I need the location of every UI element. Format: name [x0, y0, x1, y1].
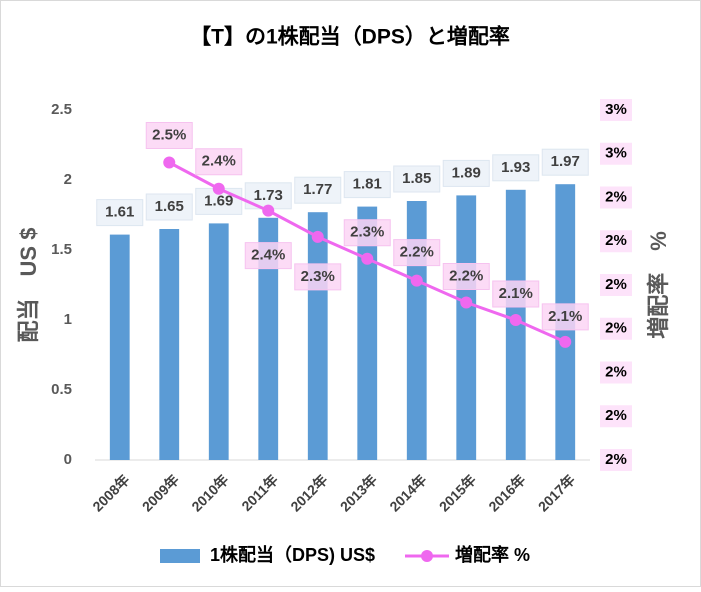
- y2-tick-box: [600, 99, 632, 121]
- line-label: 2.4%: [251, 247, 285, 264]
- y2-tick-box: [600, 142, 632, 165]
- line-label-box: [145, 122, 193, 149]
- y2-tick-label: 3%: [605, 101, 627, 118]
- line-label-box: [541, 303, 589, 331]
- line-label: 2.5%: [152, 126, 186, 143]
- y2-tick-label: 2%: [605, 232, 627, 249]
- y2-tick-label: 2%: [605, 188, 627, 205]
- line-label: 2.2%: [400, 244, 434, 261]
- legend-marker: [421, 550, 433, 562]
- y2-tick-box: [600, 274, 632, 296]
- line-label: 2.2%: [449, 267, 483, 284]
- bar-label-box: [442, 159, 490, 187]
- line-label-box: [244, 242, 292, 270]
- y-tick-label: 2: [64, 171, 72, 188]
- y-axis-title: 配当 US $: [16, 228, 41, 343]
- bar-label: 1.85: [402, 170, 431, 187]
- line-label: 2.1%: [548, 308, 582, 325]
- y2-tick-label: 3%: [605, 145, 627, 162]
- bar-label: 1.61: [105, 204, 134, 221]
- line-label-box: [343, 219, 391, 247]
- bar: [357, 206, 378, 460]
- y-tick-label: 2.5: [51, 101, 72, 118]
- line-marker: [163, 156, 176, 169]
- bar: [109, 234, 130, 460]
- bar-label: 1.97: [551, 153, 580, 170]
- y2-tick-box: [600, 317, 632, 340]
- bar: [159, 229, 180, 460]
- bar-label-box: [541, 148, 589, 176]
- bar-label: 1.73: [254, 187, 283, 204]
- legend-swatch: [160, 549, 200, 563]
- y2-tick-box: [600, 405, 632, 428]
- bar-label-box: [294, 176, 342, 204]
- bar-label-box: [145, 193, 193, 221]
- bar-label: 1.81: [353, 176, 382, 193]
- y2-tick-box: [600, 449, 632, 471]
- line-marker: [559, 335, 572, 348]
- line-marker: [311, 230, 324, 243]
- bar-label: 1.93: [501, 159, 530, 176]
- legend-label: 1株配当（DPS) US$: [210, 544, 375, 565]
- line-marker: [361, 252, 374, 265]
- line-label: 2.3%: [301, 268, 335, 285]
- bar: [456, 195, 477, 460]
- line-marker: [410, 274, 423, 287]
- bar-label: 1.89: [452, 164, 481, 181]
- bar-label-box: [492, 154, 540, 182]
- y-tick-label: 1: [64, 311, 72, 328]
- line-label: 2.3%: [350, 224, 384, 241]
- chart-title: 【T】の1株配当（DPS）と増配率: [190, 25, 510, 49]
- line-marker: [262, 204, 275, 217]
- bar-label-box: [393, 165, 441, 193]
- y2-tick-box: [600, 186, 632, 209]
- line-label-box: [195, 148, 243, 176]
- y2-tick-box: [600, 361, 632, 384]
- y2-axis-title: 増配率 %: [646, 231, 671, 339]
- bar: [258, 217, 279, 460]
- y2-tick-label: 2%: [605, 407, 627, 424]
- bar: [208, 223, 229, 460]
- line-marker: [212, 182, 225, 195]
- line-label-box: [442, 263, 490, 290]
- line-label: 2.1%: [499, 285, 533, 302]
- y2-tick-label: 2%: [605, 320, 627, 337]
- y-tick-label: 1.5: [51, 241, 72, 258]
- y2-tick-label: 2%: [605, 276, 627, 293]
- line-marker: [509, 314, 522, 326]
- line-label-box: [294, 263, 342, 291]
- line-label-box: [492, 280, 540, 308]
- legend-label: 増配率 %: [455, 544, 530, 565]
- line-marker: [460, 296, 473, 309]
- bar-label: 1.69: [204, 192, 233, 209]
- y-tick-label: 0.5: [51, 381, 72, 398]
- line-label-box: [393, 239, 441, 267]
- bar-label: 1.77: [303, 181, 332, 198]
- bar-label: 1.65: [155, 198, 184, 215]
- bar: [307, 212, 328, 460]
- bar-label-box: [96, 199, 144, 227]
- y2-tick-label: 2%: [605, 451, 627, 468]
- bar-label-box: [343, 171, 391, 199]
- y2-tick-box: [600, 230, 632, 253]
- y-tick-label: 0: [64, 451, 72, 468]
- y2-tick-label: 2%: [605, 363, 627, 380]
- line-label: 2.4%: [202, 153, 236, 170]
